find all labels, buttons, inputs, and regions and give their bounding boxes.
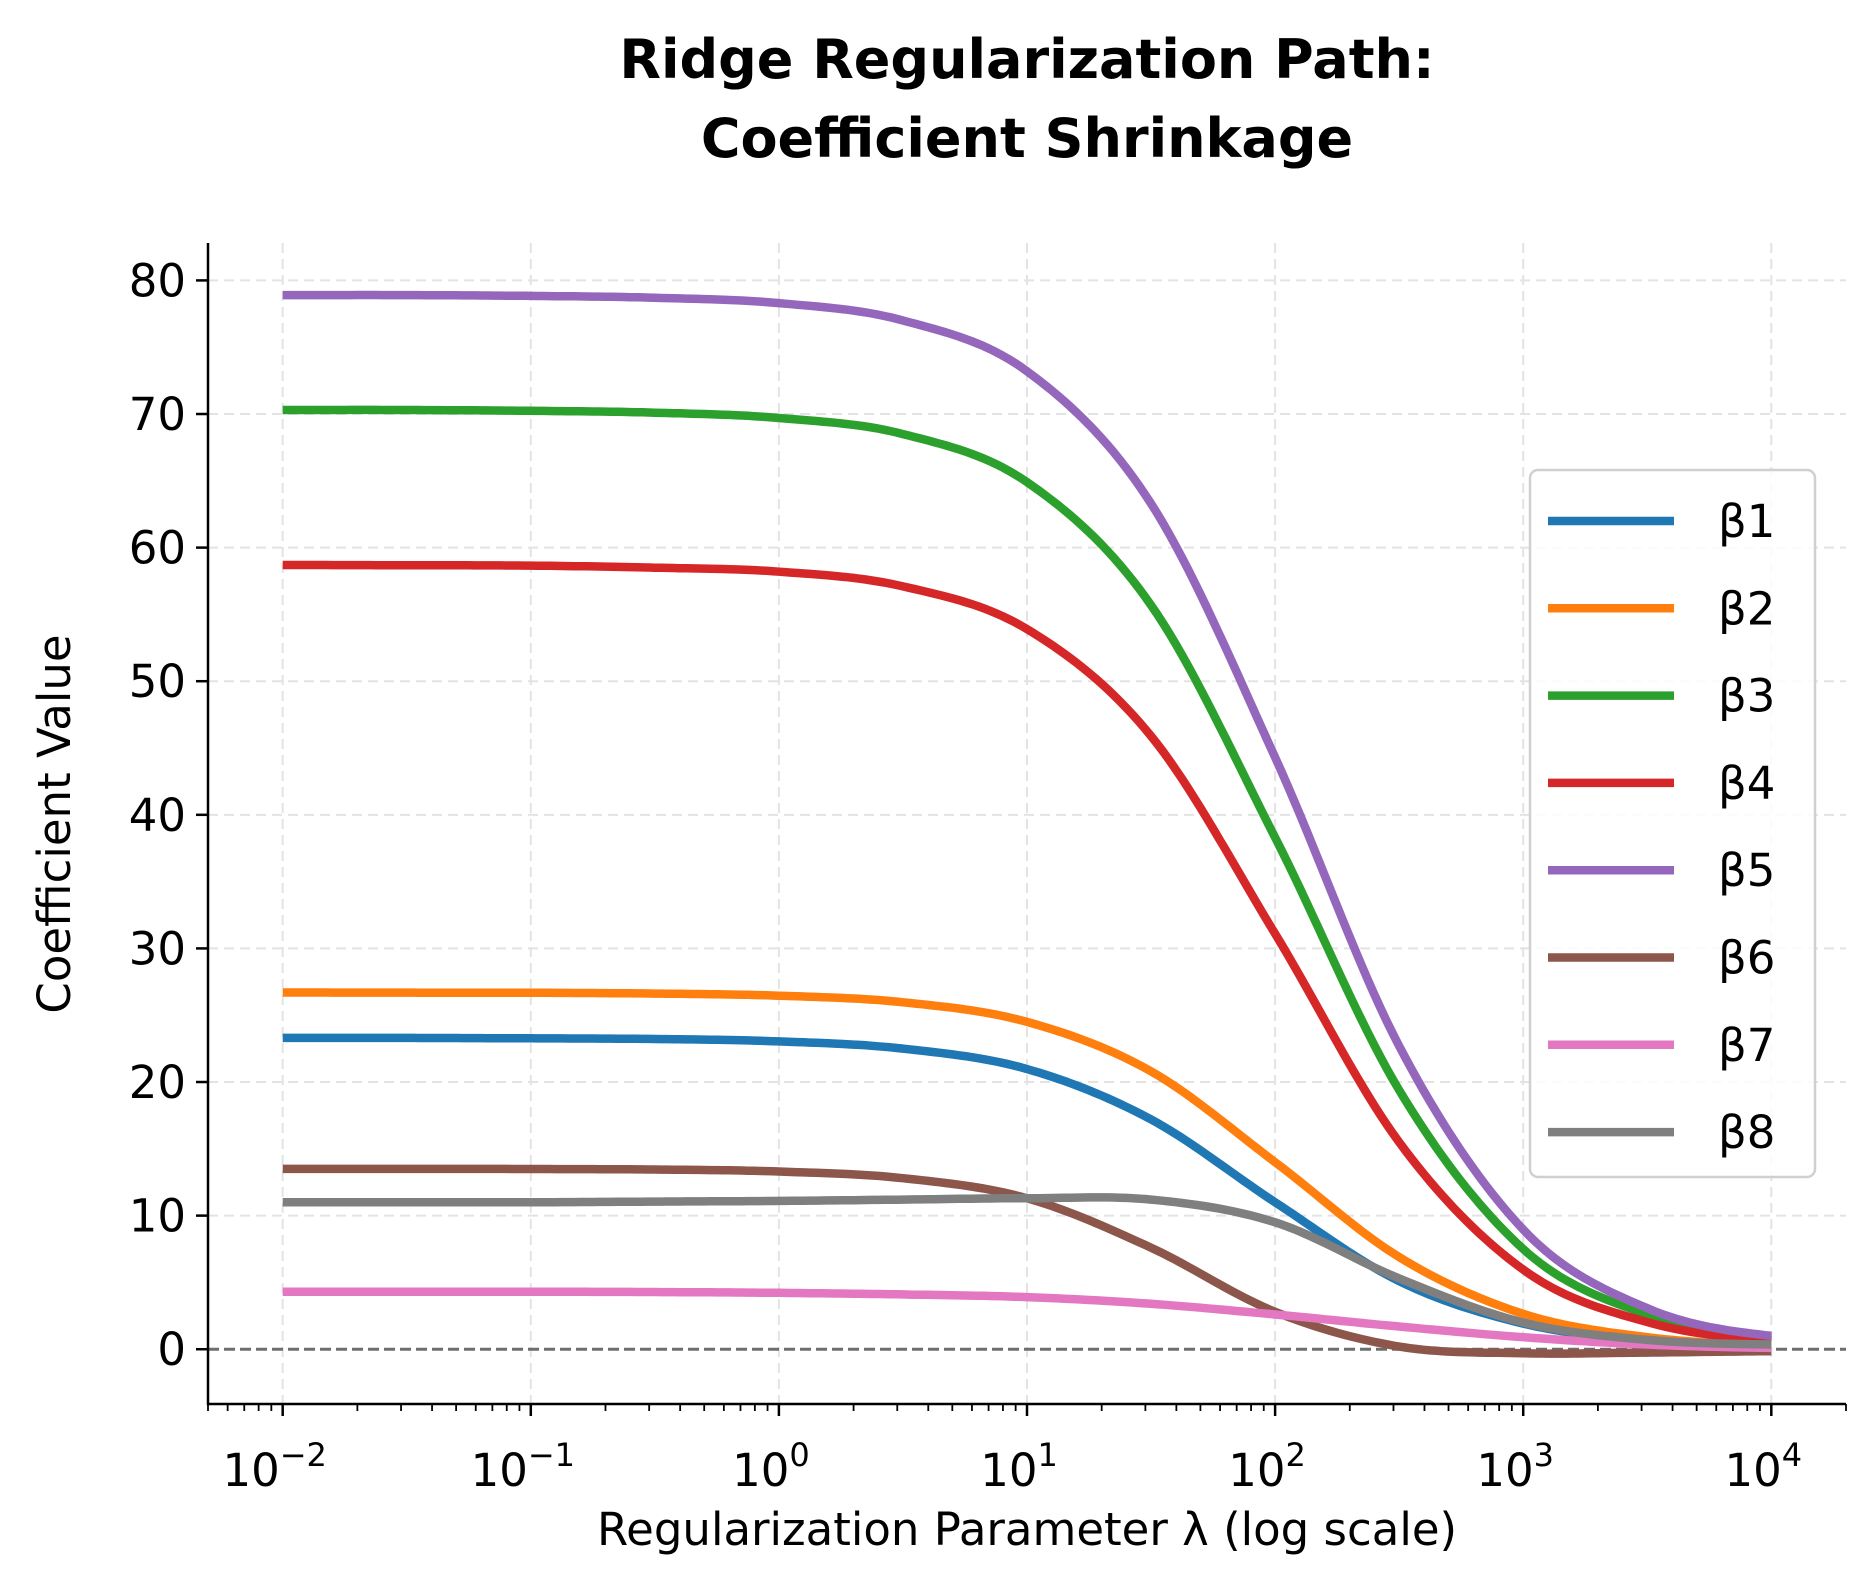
series-line-beta4 (282, 560, 1772, 1345)
series-line-beta5 (282, 290, 1772, 1341)
x-tick-label: 104 (1725, 1436, 1803, 1497)
y-tick-label: 30 (129, 922, 186, 975)
x-tick-exponent: 4 (1782, 1436, 1802, 1474)
x-tick-base: 10 (222, 1444, 279, 1497)
x-tick-exponent: 1 (1037, 1436, 1057, 1474)
x-tick-label: 10−2 (222, 1436, 326, 1497)
series-line-beta7 (282, 1287, 1772, 1353)
x-tick-base: 10 (1228, 1444, 1285, 1497)
series-line-beta8 (282, 1193, 1772, 1349)
y-tick-label: 10 (129, 1190, 186, 1243)
legend-label-beta8: β8 (1718, 1106, 1775, 1159)
legend-label-beta3: β3 (1718, 670, 1775, 723)
x-tick-exponent: −2 (280, 1436, 327, 1474)
legend: β1 β2 β3 β4 β5 β6 β7 β8 (1528, 468, 1817, 1179)
legend-label-beta4: β4 (1718, 757, 1775, 810)
y-tick-label: 70 (129, 388, 186, 441)
legend-frame (1528, 468, 1817, 1179)
x-tick-label: 103 (1476, 1436, 1554, 1497)
x-tick-label: 101 (980, 1436, 1058, 1497)
x-tick-base: 10 (1476, 1444, 1533, 1497)
x-axis-label: Regularization Parameter λ (log scale) (597, 1503, 1457, 1556)
chart-title-line1: Ridge Regularization Path: (619, 28, 1434, 91)
x-tick-base: 10 (980, 1444, 1037, 1497)
x-tick-exponent: 0 (789, 1436, 809, 1474)
series-line-beta2 (282, 988, 1772, 1350)
y-tick-label: 0 (157, 1323, 186, 1376)
legend-label-beta6: β6 (1718, 932, 1775, 985)
legend-label-beta7: β7 (1718, 1019, 1775, 1072)
x-tick-exponent: 3 (1534, 1436, 1554, 1474)
x-tick-base: 10 (732, 1444, 789, 1497)
x-tick-base: 10 (1725, 1444, 1782, 1497)
y-tick-label: 20 (129, 1056, 186, 1109)
legend-label-beta1: β1 (1718, 495, 1775, 548)
x-tick-label: 10−1 (471, 1436, 575, 1497)
x-tick-label: 100 (732, 1436, 810, 1497)
y-tick-label: 50 (129, 655, 186, 708)
y-tick-label: 40 (129, 789, 186, 842)
series-line-beta3 (282, 405, 1772, 1343)
y-tick-label: 80 (129, 254, 186, 307)
x-tick-label: 102 (1228, 1436, 1306, 1497)
x-tick-base: 10 (471, 1444, 528, 1497)
series-lines (282, 290, 1772, 1358)
x-tick-exponent: −1 (528, 1436, 575, 1474)
legend-label-beta5: β5 (1718, 844, 1775, 897)
y-axis-label: Coefficient Value (28, 634, 81, 1013)
y-tick-label: 60 (129, 522, 186, 575)
chart-title-line2: Coefficient Shrinkage (701, 107, 1353, 170)
x-tick-exponent: 2 (1286, 1436, 1306, 1474)
legend-label-beta2: β2 (1718, 582, 1775, 635)
